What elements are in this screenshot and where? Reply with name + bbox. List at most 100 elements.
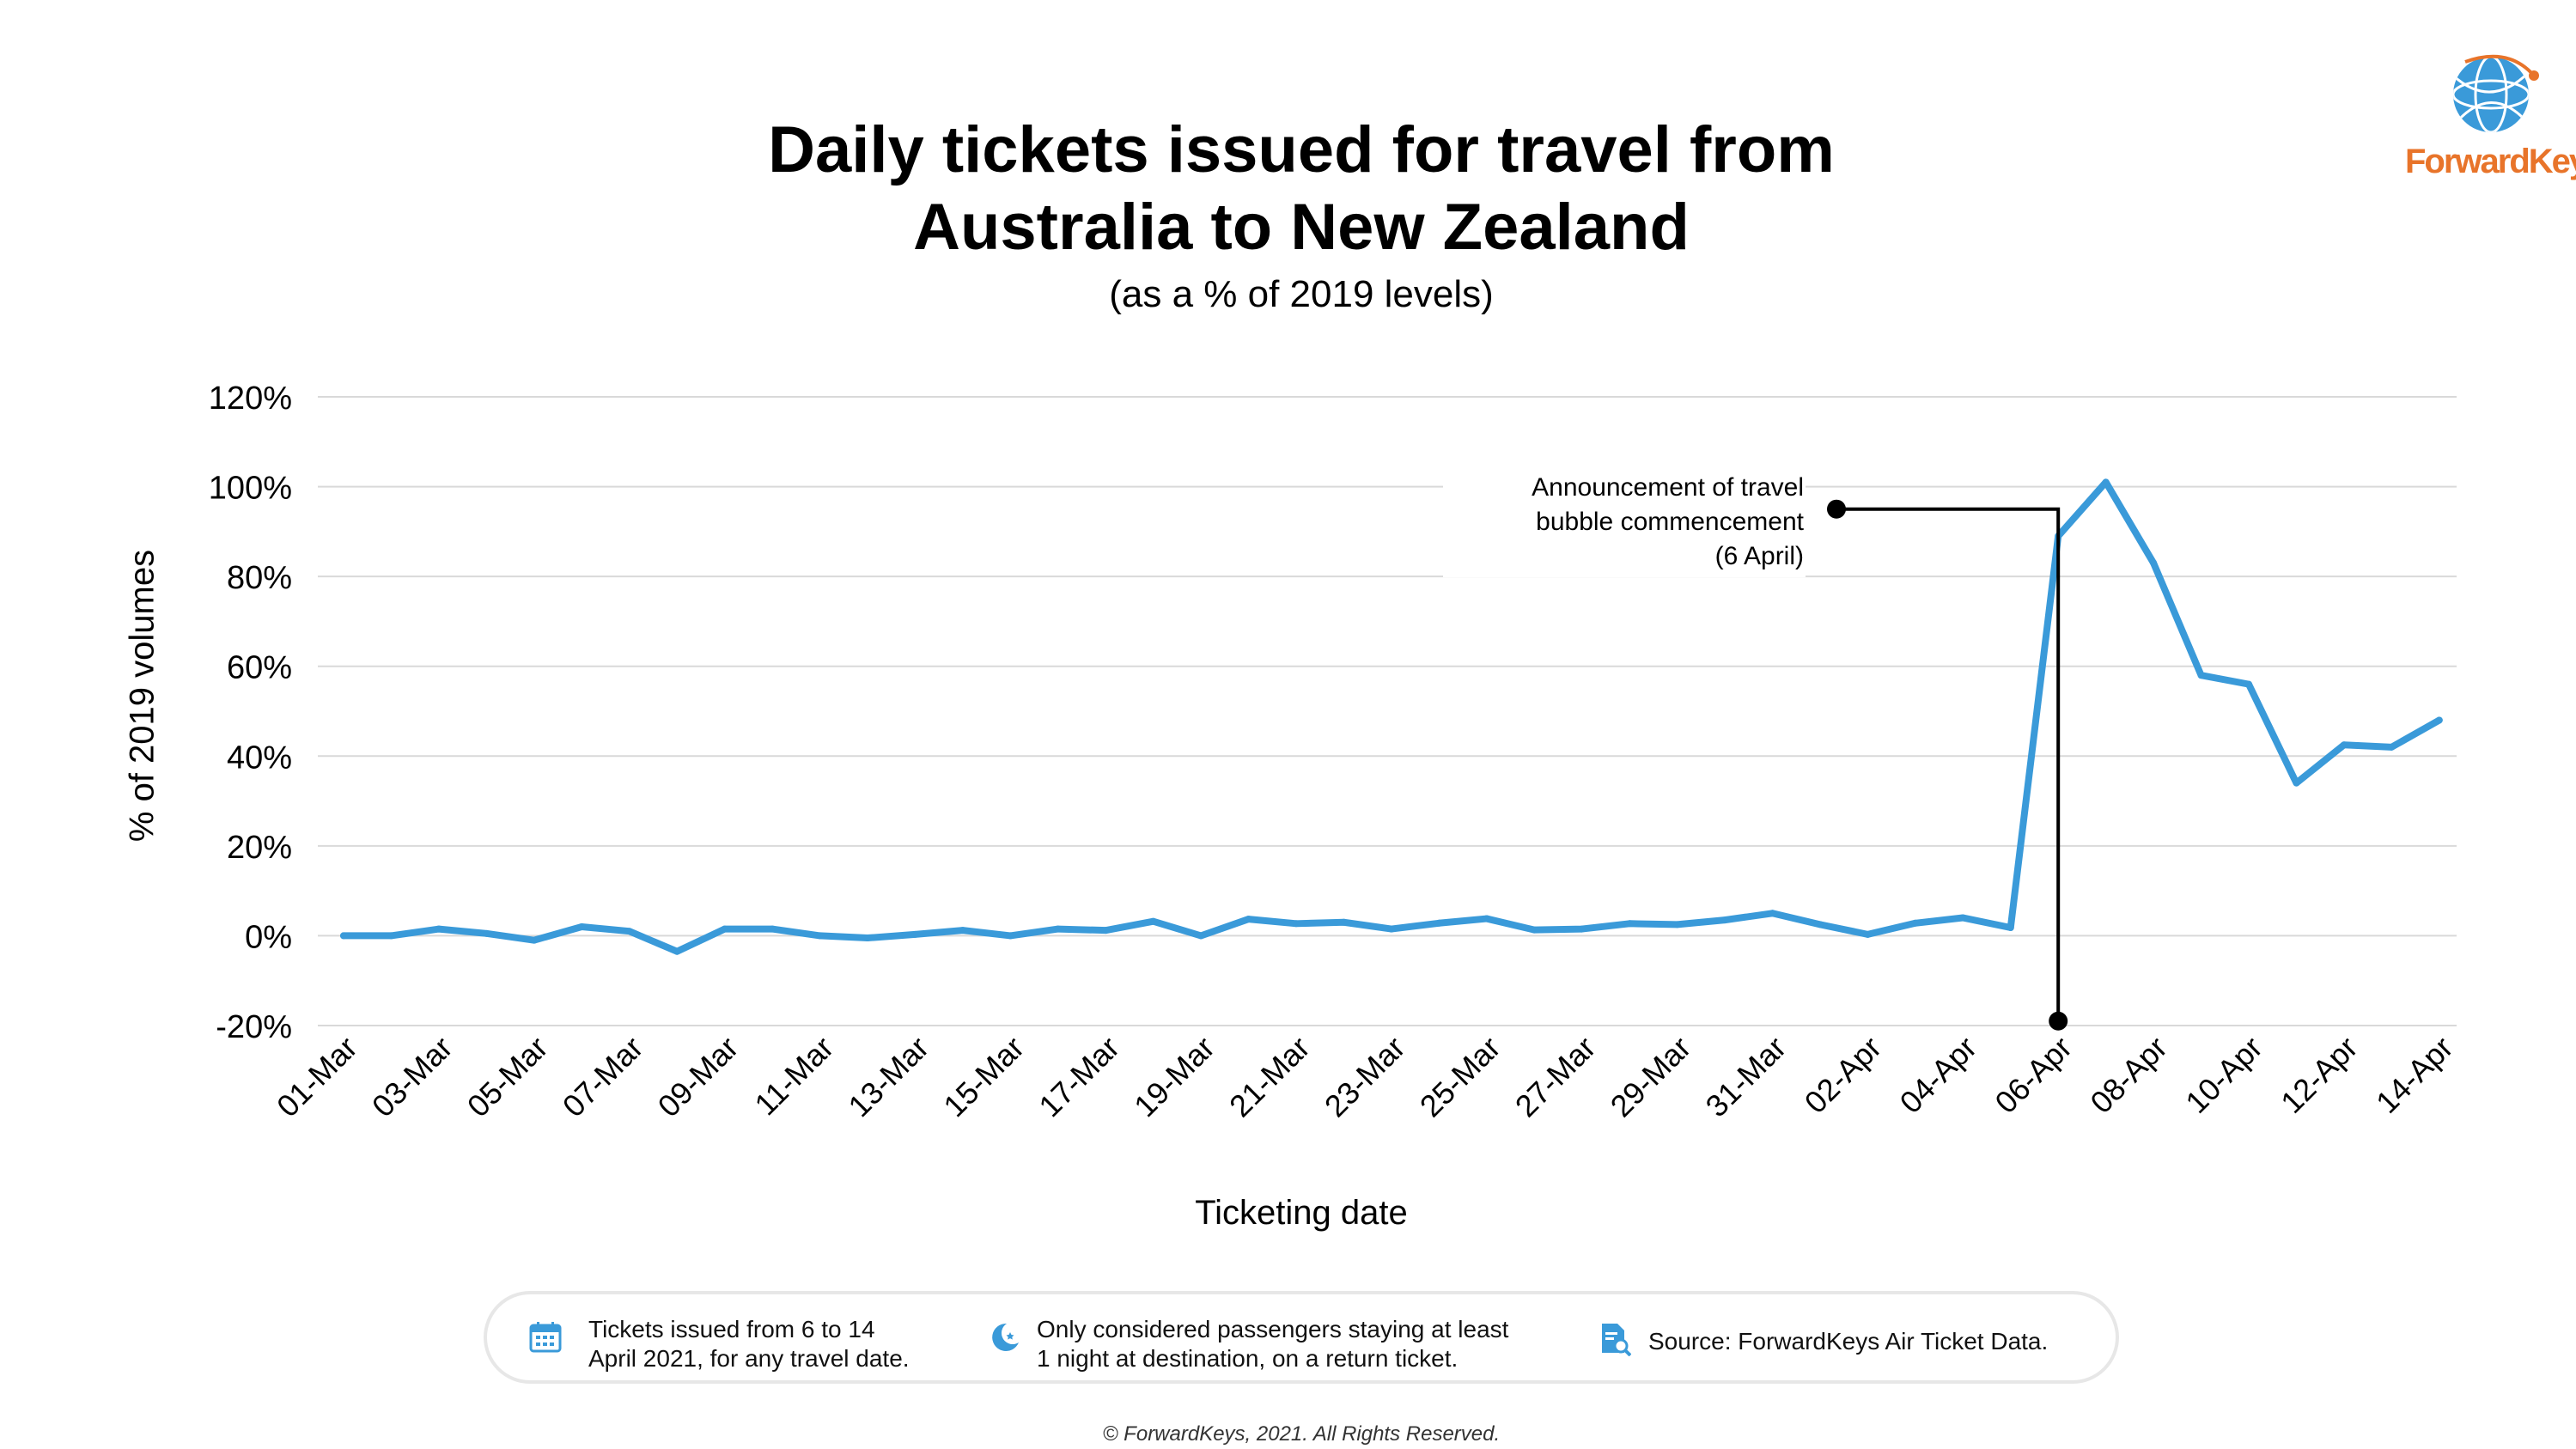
note-2-line-1: Only considered passengers staying at le…: [1037, 1316, 1509, 1342]
data-point: [911, 930, 919, 938]
data-point: [2007, 924, 2014, 932]
series-line: [340, 478, 2443, 955]
calendar-icon: [529, 1322, 562, 1353]
annotation-dot-bottom: [2049, 1011, 2068, 1031]
x-tick-label: 14-Apr: [2369, 1030, 2459, 1120]
x-tick-label: 15-Mar: [936, 1030, 1031, 1124]
note-2-line-2: 1 night at destination, on a return tick…: [1037, 1345, 1459, 1372]
y-tick-label: 20%: [227, 830, 292, 866]
data-point: [816, 932, 824, 940]
x-tick-label: 05-Mar: [460, 1030, 555, 1124]
chart-subtitle: (as a % of 2019 levels): [1109, 273, 1494, 315]
annotation-line-2: bubble commencement: [1536, 508, 1804, 536]
y-tick-label: 120%: [209, 381, 292, 417]
data-point: [863, 935, 871, 942]
data-point: [1245, 916, 1252, 923]
data-point: [387, 932, 395, 940]
x-tick-label: 27-Mar: [1508, 1030, 1603, 1124]
y-axis-ticks: -20% 0% 20% 40% 60% 80% 100% 120%: [209, 381, 292, 1045]
data-point: [721, 925, 728, 933]
y-axis-label: % of 2019 volumes: [123, 549, 161, 843]
data-point: [1721, 916, 1729, 924]
data-point: [1626, 920, 1634, 928]
line-chart: -20% 0% 20% 40% 60% 80% 100% 120% 01-Mar 03-Mar 0…: [209, 381, 2460, 1124]
annotation-line-3: (6 April): [1714, 542, 1804, 570]
series-layer: [340, 478, 2443, 955]
notes-box: Tickets issued from 6 to 14 April 2021, …: [484, 1291, 2119, 1384]
data-point: [1531, 926, 1538, 934]
y-tick-label: 40%: [227, 740, 292, 776]
data-point: [2340, 741, 2348, 749]
note-3-line-1: Source: ForwardKeys Air Ticket Data.: [1648, 1328, 2049, 1355]
data-point: [1578, 925, 1586, 933]
annotation-dot-top: [1827, 499, 1846, 519]
x-tick-label: 06-Apr: [1988, 1030, 2078, 1120]
data-point: [1483, 915, 1490, 922]
x-tick-label: 31-Mar: [1699, 1030, 1793, 1124]
annotation-line-1: Announcement of travel: [1532, 473, 1804, 502]
data-point: [483, 929, 490, 937]
y-tick-label: 0%: [245, 919, 292, 955]
note-passengers: Only considered passengers staying at le…: [1037, 1315, 1508, 1373]
moon-star-icon: [992, 1323, 1019, 1351]
data-point: [1816, 921, 1824, 928]
x-tick-label: 10-Apr: [2178, 1030, 2268, 1120]
forwardkeys-logo: ForwardKeys: [2405, 50, 2576, 187]
x-axis-label: Ticketing date: [1195, 1194, 1408, 1232]
data-point: [1197, 932, 1205, 940]
x-tick-label: 13-Mar: [841, 1030, 935, 1124]
note-1-line-1: Tickets issued from 6 to 14: [588, 1316, 875, 1342]
data-point: [769, 925, 776, 933]
data-point: [959, 927, 966, 935]
data-point: [2197, 672, 2205, 679]
x-tick-label: 29-Mar: [1604, 1030, 1698, 1124]
data-point: [673, 947, 681, 955]
x-tick-label: 12-Apr: [2274, 1030, 2364, 1120]
data-point: [530, 936, 538, 944]
annotation-leader-line: [1836, 507, 2061, 1021]
data-point: [1102, 927, 1110, 935]
chart-title-line-2: Australia to New Zealand: [913, 191, 1690, 264]
data-point: [1911, 919, 1919, 927]
x-tick-label: 11-Mar: [747, 1030, 840, 1123]
data-point: [340, 932, 347, 940]
logo-wordmark: ForwardKeys: [2405, 143, 2576, 180]
data-point: [1293, 920, 1300, 928]
y-tick-label: -20%: [216, 1009, 292, 1045]
data-point: [2388, 743, 2396, 751]
x-tick-label: 09-Mar: [651, 1030, 746, 1124]
data-point: [625, 928, 633, 935]
data-point: [1054, 925, 1062, 933]
data-point: [2435, 716, 2443, 724]
x-tick-label: 17-Mar: [1032, 1030, 1126, 1124]
data-point: [1673, 921, 1681, 928]
x-tick-label: 07-Mar: [556, 1030, 650, 1124]
globe-icon: [2453, 54, 2539, 132]
data-point: [435, 925, 442, 933]
annotation-marker: [1827, 499, 2068, 1031]
data-point: [1769, 910, 1776, 917]
data-point: [2102, 478, 2110, 486]
note-tickets-issued: Tickets issued from 6 to 14 April 2021, …: [588, 1315, 910, 1373]
data-point: [1864, 930, 1872, 938]
y-tick-label: 100%: [209, 471, 292, 507]
x-tick-label: 23-Mar: [1318, 1030, 1412, 1124]
x-tick-label: 19-Mar: [1127, 1030, 1221, 1124]
data-point: [1435, 919, 1443, 927]
y-tick-label: 80%: [227, 560, 292, 596]
data-point: [2245, 680, 2252, 688]
x-tick-label: 03-Mar: [365, 1030, 460, 1124]
x-tick-label: 08-Apr: [2083, 1030, 2173, 1120]
data-point: [1149, 917, 1157, 925]
note-1-line-2: April 2021, for any travel date.: [588, 1345, 910, 1372]
data-point: [578, 922, 586, 930]
data-point: [2293, 779, 2300, 787]
chart-title: Daily tickets issued for travel from Aus…: [0, 112, 2576, 266]
x-tick-label: 25-Mar: [1413, 1030, 1507, 1124]
document-search-icon: [1602, 1324, 1631, 1356]
annotation-text: Announcement of travel bubble commenceme…: [1443, 471, 1806, 577]
data-point: [1387, 925, 1395, 933]
note-source: Source: ForwardKeys Air Ticket Data.: [1648, 1327, 2048, 1356]
copyright: © ForwardKeys, 2021. All Rights Reserved…: [1102, 1422, 1501, 1446]
x-tick-label: 02-Apr: [1798, 1030, 1888, 1120]
